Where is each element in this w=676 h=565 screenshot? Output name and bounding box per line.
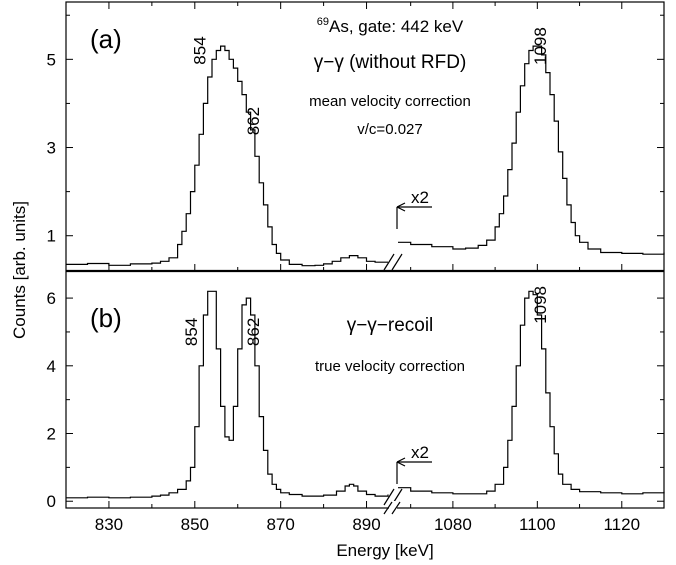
spectrum-line-b-left xyxy=(66,290,389,499)
axis-break-mark xyxy=(383,488,395,506)
panel-subtitle: γ−γ (without RFD) xyxy=(314,52,467,73)
y-tick-label: 4 xyxy=(47,357,56,376)
scale-arrow-head-top xyxy=(396,457,406,463)
plot-frame xyxy=(65,1,665,509)
peak-label: 862 xyxy=(244,318,263,346)
spectrum-line-a-right xyxy=(398,45,665,255)
x-tick-label: 850 xyxy=(181,515,209,534)
peak-label: 1098 xyxy=(531,286,550,324)
panel-title: 69As, gate: 442 keV xyxy=(317,16,464,36)
panel-annotation: mean velocity correction xyxy=(309,93,471,110)
scale-label: x2 xyxy=(411,188,429,207)
axis-break-mark xyxy=(383,501,393,515)
spectrum-line-b-right xyxy=(398,290,665,495)
panel-label: (b) xyxy=(90,303,122,333)
gate-text: As, gate: 442 keV xyxy=(329,17,464,36)
axis-break-gap xyxy=(389,501,397,513)
chart-labels: 830 850 870 890 1080 1100 1120 1 3 5 854 862 1098 (a)… xyxy=(47,16,641,534)
axis-ticks xyxy=(66,2,665,508)
peak-label: 854 xyxy=(182,318,201,346)
y-axis-label: Counts [arb. units] xyxy=(10,201,29,339)
peak-label: 862 xyxy=(244,107,263,135)
x-axis-label: Energy [keV] xyxy=(336,541,433,560)
panel-frames xyxy=(65,1,665,509)
break-and-scale-markers xyxy=(383,202,432,515)
scale-arrow-head-bottom xyxy=(396,206,406,212)
axis-break-mark xyxy=(383,253,395,271)
y-tick-label: 3 xyxy=(47,139,56,158)
panel-annotation: true velocity correction xyxy=(315,358,465,375)
axis-break-mark xyxy=(391,253,403,271)
spectrum-curves xyxy=(66,45,665,499)
scale-label: x2 xyxy=(411,443,429,462)
y-tick-label: 6 xyxy=(47,289,56,308)
x-tick-label: 890 xyxy=(352,515,380,534)
spectrum-line-a-left xyxy=(66,45,388,267)
scale-arrow-head-bottom xyxy=(396,461,406,467)
axis-break-mark xyxy=(391,501,401,515)
isotope-mass-number: 69 xyxy=(317,16,329,28)
x-axis-label-unit: [keV] xyxy=(395,541,434,560)
x-tick-label: 870 xyxy=(266,515,294,534)
panel-subtitle: γ−γ−recoil xyxy=(347,315,434,336)
y-tick-label: 2 xyxy=(47,425,56,444)
y-tick-label: 5 xyxy=(47,50,56,69)
x-tick-label: 830 xyxy=(95,515,123,534)
x-tick-label: 1100 xyxy=(519,515,556,534)
y-tick-label: 0 xyxy=(47,492,56,511)
x-tick-label: 1080 xyxy=(434,515,472,534)
panel-annotation-2: v/c=0.027 xyxy=(357,121,422,138)
peak-label: 1098 xyxy=(531,27,550,65)
x-axis-label-name: Energy xyxy=(336,541,390,560)
scale-arrow-head-top xyxy=(396,202,406,208)
panel-label: (a) xyxy=(90,24,122,54)
peak-label: 854 xyxy=(191,36,210,64)
y-tick-label: 1 xyxy=(47,227,56,246)
x-tick-label: 1120 xyxy=(603,515,640,534)
